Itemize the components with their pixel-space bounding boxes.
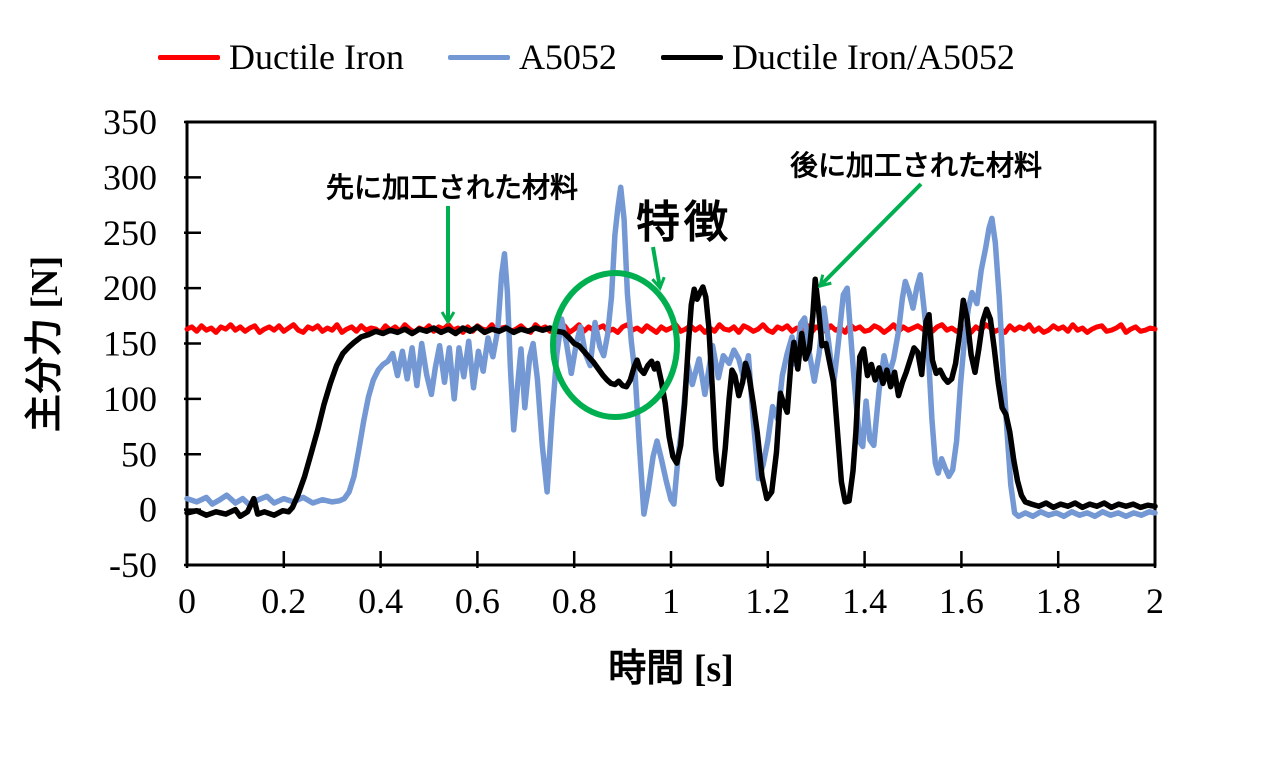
x-tick-label: 2 xyxy=(1146,581,1164,621)
y-tick-label: 150 xyxy=(103,324,157,364)
legend-label-ductile-iron-a5052: Ductile Iron/A5052 xyxy=(731,37,1015,77)
x-tick-label: 0.6 xyxy=(455,581,500,621)
y-tick-label: 300 xyxy=(103,157,157,197)
legend-item-a5052: A5052 xyxy=(447,36,617,78)
y-tick-label: 200 xyxy=(103,268,157,308)
plot-area: 0 0.2 0.4 0.6 0.8 1 1.2 1.4 1.6 1.8 2 -50 0 50 100 150 2… xyxy=(103,102,1164,621)
y-tick-label: 250 xyxy=(103,213,157,253)
later-machined-label: 後に加工された材料 xyxy=(790,150,1042,181)
legend-line-ductile-iron-a5052 xyxy=(660,54,723,60)
x-tick-label: 1.8 xyxy=(1036,581,1081,621)
x-tick-label: 1.2 xyxy=(745,581,790,621)
y-tick-label: 50 xyxy=(121,434,157,474)
series-ductile-iron xyxy=(184,322,1158,335)
x-tick-label: 0.4 xyxy=(358,581,403,621)
x-tick-label: 0.2 xyxy=(261,581,306,621)
plot-frame xyxy=(185,120,1157,567)
y-tick-label: 350 xyxy=(103,102,157,142)
y-tick-label: 0 xyxy=(139,490,157,530)
legend-item-ductile-iron-a5052: Ductile Iron/A5052 xyxy=(660,36,1015,78)
x-tick-label: 0.8 xyxy=(552,581,597,621)
feature-label: 特徴 xyxy=(636,198,732,247)
x-axis-title: 時間 [s] xyxy=(608,648,734,690)
legend-label-ductile-iron: Ductile Iron xyxy=(229,37,404,77)
series-ductile-iron-a5052 xyxy=(184,276,1158,520)
legend-label-a5052: A5052 xyxy=(518,37,617,77)
first-machined-label: 先に加工された材料 xyxy=(326,172,578,203)
y-tick-label: -50 xyxy=(109,545,157,585)
x-tick-label: 0 xyxy=(178,581,196,621)
feature-arrow xyxy=(651,246,666,291)
x-tick-label: 1 xyxy=(662,581,680,621)
legend-line-a5052 xyxy=(447,54,510,60)
y-axis-title: 主分力 [N] xyxy=(24,256,66,432)
x-tick-label: 1.4 xyxy=(842,581,887,621)
x-tick-label: 1.6 xyxy=(939,581,984,621)
feature-circle xyxy=(550,270,680,420)
chart-legend: Ductile Iron A5052 Ductile Iron/A5052 xyxy=(158,36,1015,78)
legend-item-ductile-iron: Ductile Iron xyxy=(158,36,404,78)
later-machined-arrow xyxy=(817,182,923,289)
y-tick-label: 100 xyxy=(103,379,157,419)
legend-line-ductile-iron xyxy=(158,54,220,60)
